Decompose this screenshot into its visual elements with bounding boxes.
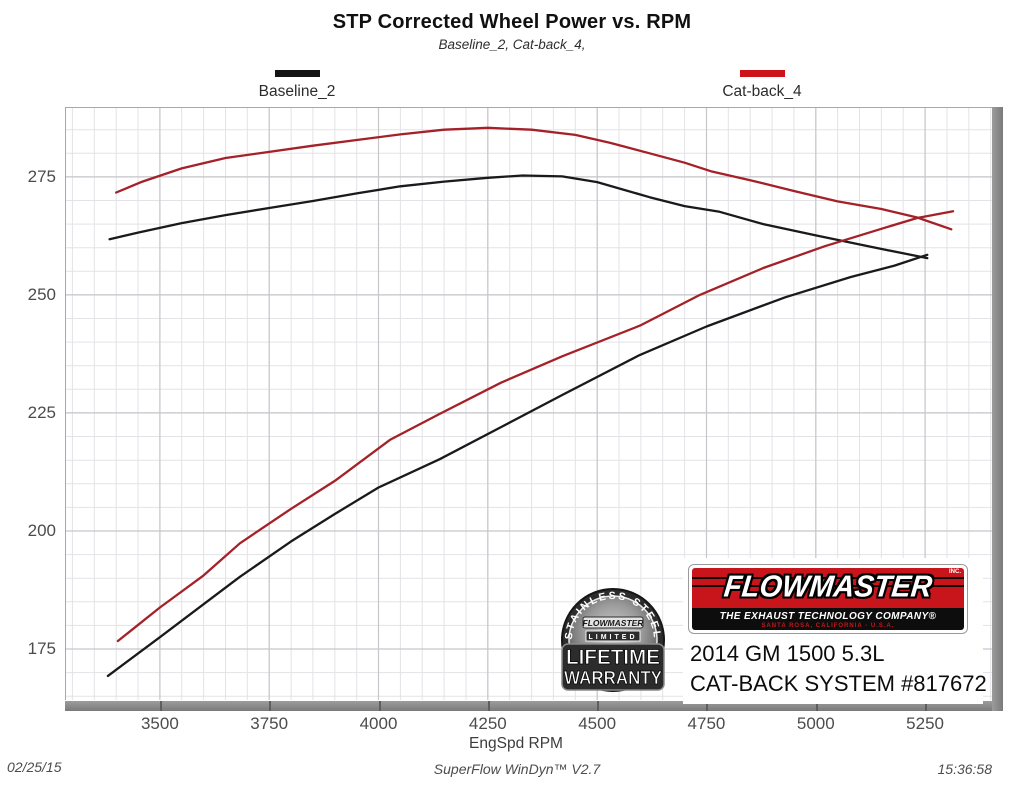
vehicle-model-text: 2014 GM 1500 5.3L (690, 641, 885, 666)
logo-wordmark: FLOWMASTER (722, 570, 934, 604)
chart-subtitle: Baseline_2, Cat-back_4, (438, 37, 586, 52)
legend-label-baseline: Baseline_2 (258, 83, 336, 100)
x-axis-label: EngSpd RPM (469, 735, 563, 752)
chart-title: STP Corrected Wheel Power vs. RPM (332, 11, 692, 33)
axis-bar-notch (269, 701, 271, 711)
logo-pinstripe (692, 585, 964, 587)
catback-line-swatch (739, 70, 785, 77)
logo-tagline: THE EXHAUST TECHNOLOGY COMPANY® (719, 611, 937, 622)
report-time: 15:36:58 (937, 761, 993, 777)
logo-inc-mark: INC. (949, 569, 961, 575)
logo-red-band: FLOWMASTER INC. (692, 568, 964, 608)
y-tick-label: 250 (27, 284, 56, 304)
y-tick-label: 175 (27, 639, 56, 658)
x-tick-label: 5250 (906, 714, 944, 733)
plot-area (65, 107, 992, 700)
axis-bar-notch (706, 701, 708, 711)
axis-bar-notch (488, 701, 490, 711)
badge-brand-banner (582, 616, 644, 629)
flowmaster-logo: FLOWMASTER INC. THE EXHAUST TECHNOLOGY C… (688, 564, 968, 634)
legend-item-catback: Cat-back_4 (708, 70, 816, 101)
axis-bar-notch (160, 701, 162, 711)
legend-item-baseline: Baseline_2 (243, 70, 351, 101)
badge-lifetime-text: LIFETIME (566, 646, 660, 669)
y-tick-label: 225 (27, 402, 56, 422)
flowmaster-logo-inner: FLOWMASTER INC. THE EXHAUST TECHNOLOGY C… (692, 568, 964, 630)
report-date: 02/25/15 (7, 759, 62, 775)
y-tick-label: 200 (27, 520, 56, 540)
baseline-line-swatch (274, 70, 320, 77)
software-version: SuperFlow WinDyn™ V2.7 (433, 761, 601, 777)
logo-location: SANTA ROSA, CALIFORNIA - U.S.A. (761, 623, 895, 629)
x-tick-label: 3750 (250, 714, 289, 733)
badge-limited-box (585, 630, 641, 642)
y-tick-label: 275 (27, 166, 56, 186)
warranty-badge: STAINLESS STEEL FLOWMASTER LIMITED LIFET… (561, 588, 665, 692)
badge-warranty-text: WARRANTY (564, 668, 662, 688)
logo-pinstripe (692, 577, 964, 579)
badge-brand-text: FLOWMASTER (583, 618, 645, 628)
axis-bar-notch (379, 701, 381, 711)
badge-plaque (561, 643, 665, 691)
x-tick-label: 4250 (468, 714, 507, 733)
x-tick-label: 4750 (687, 714, 726, 733)
x-tick-label: 3500 (140, 714, 179, 733)
x-tick-label: 5000 (796, 714, 835, 733)
axis-bar-notch (597, 701, 599, 711)
axis-bar-notch (816, 701, 818, 711)
x-axis-bar (65, 701, 1003, 711)
product-number-text: CAT-BACK SYSTEM #817672 (690, 671, 987, 696)
legend-label-catback: Cat-back_4 (722, 83, 802, 100)
x-tick-label: 4500 (578, 714, 617, 733)
logo-black-band: THE EXHAUST TECHNOLOGY COMPANY® SANTA RO… (692, 608, 964, 630)
x-tick-label: 4000 (359, 714, 398, 733)
right-axis-bar (992, 107, 1003, 711)
branding-block: FLOWMASTER INC. THE EXHAUST TECHNOLOGY C… (683, 558, 987, 704)
axis-bar-notch (925, 701, 927, 711)
badge-limited-text: LIMITED (589, 634, 638, 641)
